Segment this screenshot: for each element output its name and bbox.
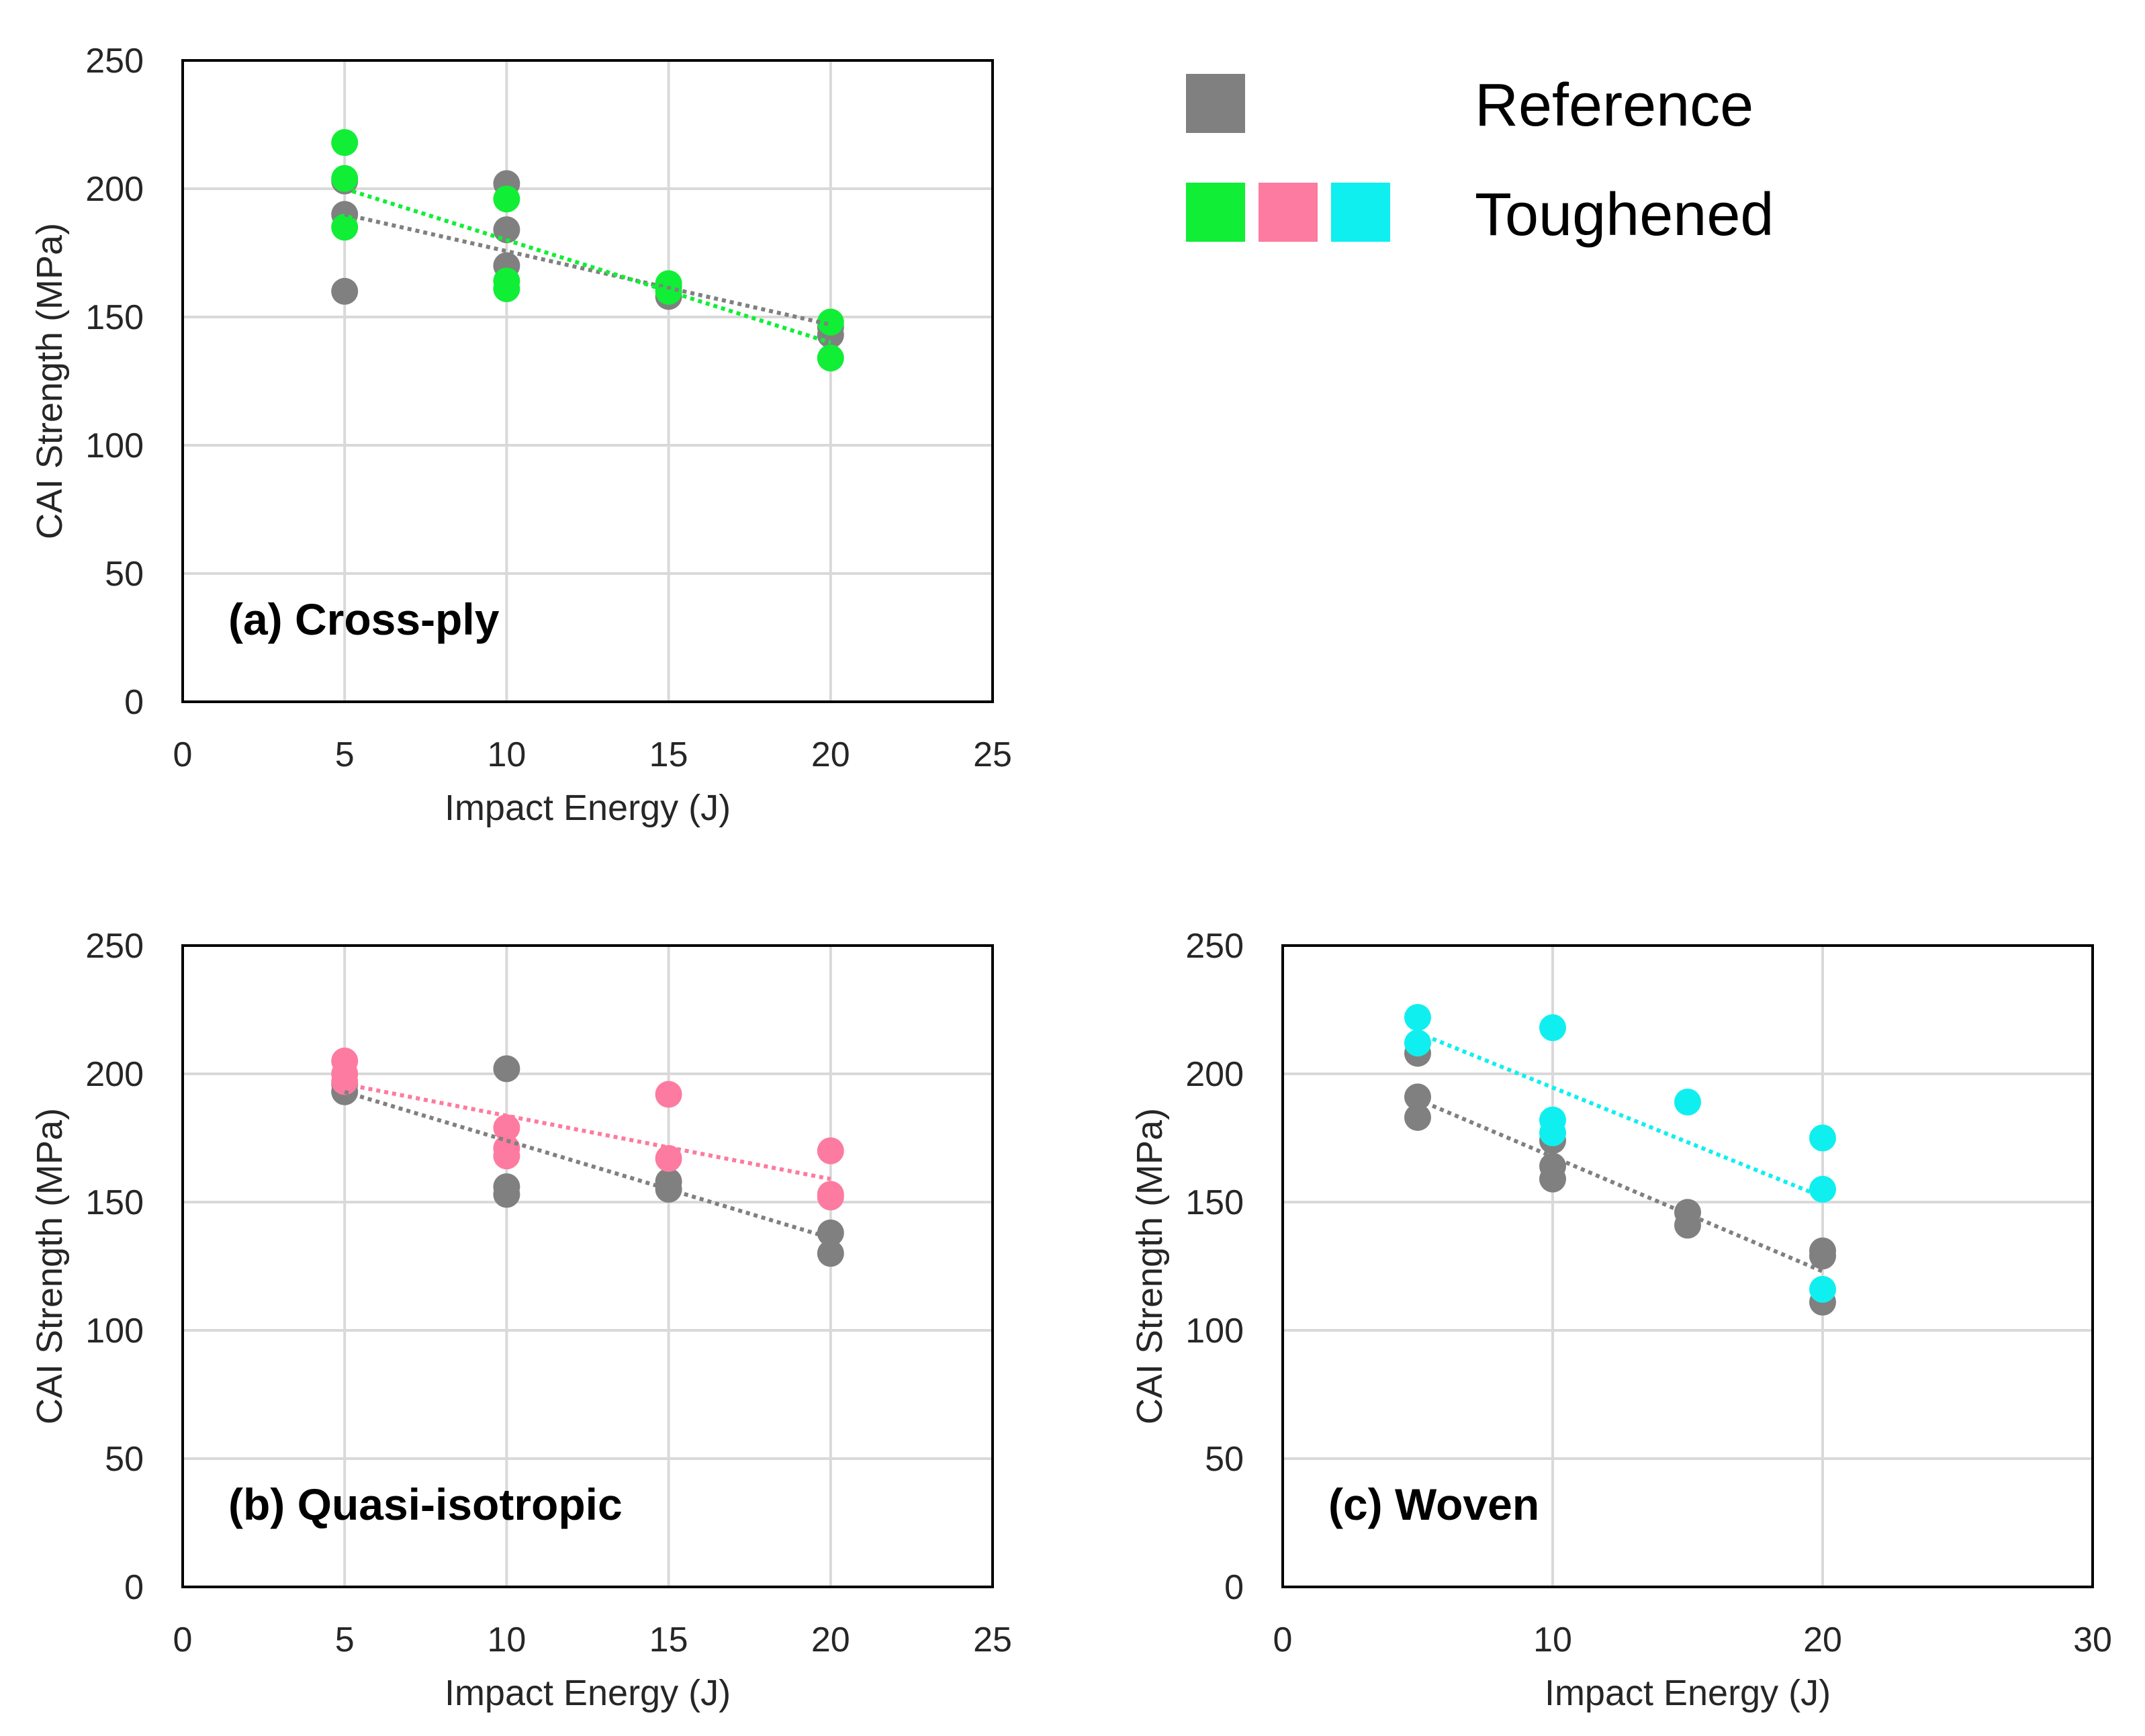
trendline-toughened xyxy=(1416,1031,1824,1199)
data-point-reference xyxy=(817,1240,844,1267)
plot-frame xyxy=(1281,944,2094,1588)
data-point-toughened xyxy=(1809,1124,1836,1152)
data-point-reference xyxy=(1404,1083,1431,1111)
y-tick-label: 250 xyxy=(85,42,144,81)
y-tick-label: 100 xyxy=(85,426,144,465)
y-tick-label: 0 xyxy=(124,1568,144,1607)
data-point-toughened xyxy=(331,1068,359,1095)
data-point-toughened xyxy=(1404,1030,1431,1057)
plot-frame xyxy=(181,59,994,703)
data-point-toughened xyxy=(817,345,844,372)
y-axis-label: CAI Strength (MPa) xyxy=(30,1108,70,1424)
data-point-reference xyxy=(331,277,359,305)
legend-swatch-cross-ply xyxy=(1186,183,1245,242)
y-axis-label: CAI Strength (MPa) xyxy=(30,223,70,539)
legend-label-reference: Reference xyxy=(1475,72,1753,139)
trendline-toughened xyxy=(344,187,831,345)
x-axis-label: Impact Energy (J) xyxy=(1545,1673,1831,1713)
y-tick-label: 50 xyxy=(105,555,144,594)
x-tick-label: 30 xyxy=(2073,1620,2112,1659)
data-point-toughened xyxy=(655,1081,682,1108)
x-tick-label: 15 xyxy=(649,735,688,774)
x-tick-label: 5 xyxy=(335,735,355,774)
legend-swatch-reference xyxy=(1186,74,1245,133)
chart-panel-c: 0 50 100 150 200 250 0 10 20 30 Impact Energy (J) C… xyxy=(1130,927,2112,1713)
data-point-toughened xyxy=(817,308,844,336)
data-point-reference xyxy=(1539,1165,1566,1193)
y-tick-label: 150 xyxy=(1185,1183,1244,1222)
data-point-toughened xyxy=(1674,1089,1701,1116)
x-tick-label: 20 xyxy=(811,1620,850,1659)
y-tick-label: 250 xyxy=(85,927,144,966)
y-axis-label: CAI Strength (MPa) xyxy=(1130,1108,1170,1424)
trendline-reference xyxy=(344,1089,831,1240)
y-tick-label: 150 xyxy=(85,298,144,337)
data-point-toughened xyxy=(331,165,359,192)
trendline-toughened xyxy=(344,1082,831,1181)
x-tick-label: 25 xyxy=(973,735,1012,774)
y-tick-label: 250 xyxy=(1185,927,1244,966)
x-tick-label: 5 xyxy=(335,1620,355,1659)
y-tick-label: 150 xyxy=(85,1183,144,1222)
data-point-reference xyxy=(1404,1103,1431,1131)
data-point-toughened xyxy=(331,129,359,156)
x-tick-label: 10 xyxy=(487,1620,526,1659)
data-point-toughened xyxy=(493,185,520,213)
x-axis-label: Impact Energy (J) xyxy=(445,788,731,828)
data-point-toughened xyxy=(817,1137,844,1164)
x-tick-label: 15 xyxy=(649,1620,688,1659)
data-point-reference xyxy=(493,1181,520,1208)
panel-label: (a) Cross-ply xyxy=(228,594,500,644)
plot-frame xyxy=(181,944,994,1588)
y-tick-label: 100 xyxy=(1185,1312,1244,1351)
data-point-toughened xyxy=(493,275,520,302)
x-tick-label: 20 xyxy=(1803,1620,1842,1659)
y-tick-label: 200 xyxy=(1185,1055,1244,1094)
y-tick-label: 200 xyxy=(85,170,144,209)
trendline-reference xyxy=(1416,1097,1824,1273)
y-tick-label: 50 xyxy=(1205,1440,1244,1479)
legend: Reference Toughened xyxy=(1186,72,1774,248)
data-point-toughened xyxy=(655,1145,682,1173)
data-point-toughened xyxy=(331,214,359,241)
panel-label: (b) Quasi-isotropic xyxy=(228,1479,623,1529)
legend-label-toughened: Toughened xyxy=(1475,181,1774,248)
data-point-reference xyxy=(655,1175,682,1203)
data-point-reference xyxy=(1809,1242,1836,1270)
x-tick-label: 0 xyxy=(173,1620,193,1659)
data-point-toughened xyxy=(1809,1275,1836,1303)
x-tick-label: 10 xyxy=(1533,1620,1572,1659)
x-tick-label: 0 xyxy=(173,735,193,774)
panel-label: (c) Woven xyxy=(1328,1479,1539,1529)
y-tick-label: 0 xyxy=(1224,1568,1244,1607)
x-tick-label: 25 xyxy=(973,1620,1012,1659)
legend-swatch-woven xyxy=(1331,183,1390,242)
y-tick-label: 50 xyxy=(105,1440,144,1479)
data-point-toughened xyxy=(1539,1119,1566,1146)
chart-panel-b: 0 50 100 150 200 250 0 5 10 15 20 25 Impact Energy (… xyxy=(30,927,1012,1713)
data-point-toughened xyxy=(1539,1014,1566,1042)
y-tick-label: 0 xyxy=(124,683,144,722)
chart-panel-a: 0 50 100 150 200 250 0 5 10 15 20 25 Impact Energy (… xyxy=(30,42,1012,828)
x-tick-label: 0 xyxy=(1273,1620,1293,1659)
data-point-toughened xyxy=(1404,1003,1431,1031)
legend-swatch-quasi-isotropic xyxy=(1259,183,1318,242)
data-point-toughened xyxy=(817,1183,844,1211)
y-tick-label: 200 xyxy=(85,1055,144,1094)
x-tick-label: 10 xyxy=(487,735,526,774)
data-point-toughened xyxy=(1809,1175,1836,1203)
data-point-reference xyxy=(817,1219,844,1246)
data-point-reference xyxy=(493,1055,520,1083)
y-tick-label: 100 xyxy=(85,1312,144,1351)
trendline-reference xyxy=(344,212,831,327)
data-point-toughened xyxy=(493,1114,520,1142)
x-tick-label: 20 xyxy=(811,735,850,774)
data-point-toughened xyxy=(493,1142,520,1170)
x-axis-label: Impact Energy (J) xyxy=(445,1673,731,1713)
